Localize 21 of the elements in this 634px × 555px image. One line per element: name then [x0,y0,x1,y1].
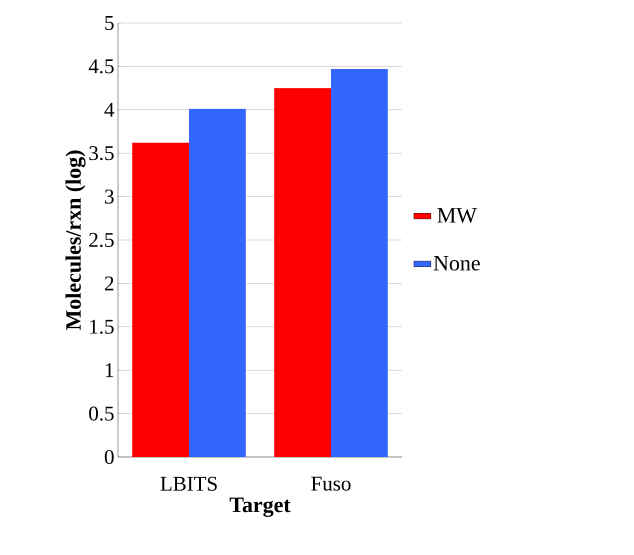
y-tick-label: 0 [104,450,114,464]
y-tick-label: 4 [104,102,114,117]
y-tick-label: 3.5 [89,146,114,160]
legend-label: None [434,256,480,271]
y-tick-label: 2 [104,276,114,290]
y-tick-label: 1.5 [90,320,114,334]
y-tick-label: 0.5 [89,406,114,421]
x-tick-label: Fuso [311,476,351,491]
bar [189,108,246,457]
y-tick-label: 5 [105,16,114,30]
bar [331,69,388,457]
y-axis-title: Molecules/rxn (log) [65,150,86,330]
y-tick-label: 4.5 [88,59,114,74]
y-tick-label: 3 [105,190,114,204]
x-tick-label: LBITS [160,476,217,491]
x-axis-title: Target [230,498,291,517]
legend-label: MW [437,208,477,223]
y-tick-label: 2.5 [89,232,114,248]
bar [132,142,189,457]
y-tick-label: 1 [106,363,114,378]
bar [274,88,332,457]
